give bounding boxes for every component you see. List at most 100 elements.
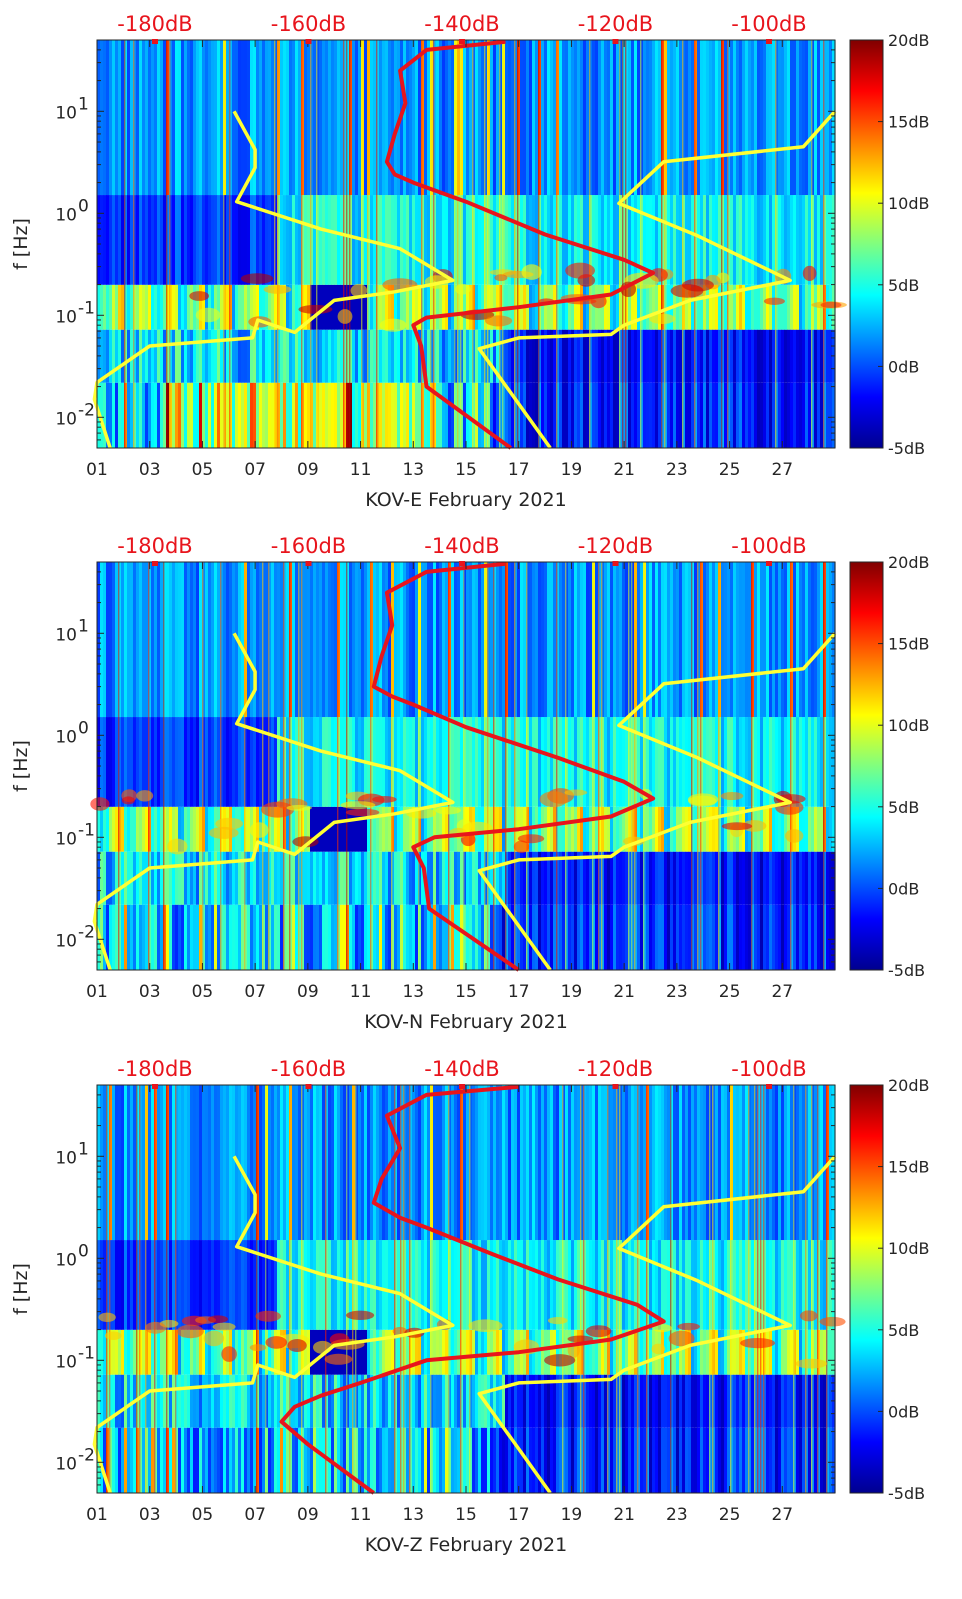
spectrogram-cell [427,1329,431,1375]
spectrogram-cell [730,1374,734,1428]
spectrogram-cell [214,40,218,196]
spectrogram-cell [808,195,812,285]
spectrogram-cell [376,329,380,383]
transient-streak [460,40,462,448]
transient-streak [625,40,627,448]
spectrogram-cell [373,40,377,196]
spectrogram-cell [232,382,236,448]
spectrogram-cell [502,329,506,383]
spectrogram-cell [214,904,218,970]
top-axis-label: -160dB [271,534,346,558]
spectrogram-cell [274,851,278,905]
spectrogram-cell [505,1427,509,1493]
spectrogram-cell [295,40,299,196]
spectrogram-cell [508,195,512,285]
spectrogram-cell [151,562,155,718]
spectrogram-cell [631,904,635,970]
spectrogram-cell [820,562,824,718]
spectrogram-cell [394,806,398,852]
spectrogram-cell [391,717,395,807]
spectrogram-cell [787,382,791,448]
spectrogram-cell [457,562,461,718]
spectrogram-cell [220,904,224,970]
spectrogram-cell [166,904,170,970]
spectrogram-cell [676,329,680,383]
spectrogram-cell [640,1240,644,1330]
spectrogram-cell [205,1085,209,1241]
spectrogram-cell [493,806,497,852]
spectrogram-cell [814,1329,818,1375]
spectrogram-cell [742,1085,746,1241]
spectrogram-cell [214,1240,218,1330]
spectrogram-cell [778,851,782,905]
spectrogram-cell [103,1374,107,1428]
spectrogram-cell [652,1240,656,1330]
spectrogram-cell [130,1085,134,1241]
spectrogram-cell [316,195,320,285]
x-tick-label: 19 [561,1505,583,1525]
y-tick-exponent: -2 [78,922,95,942]
x-tick-label: 13 [402,1505,424,1525]
spectrogram-cell [580,195,584,285]
spectrogram-cell [127,1085,131,1241]
spectrogram-cell [646,1085,650,1241]
spectrogram-cell [142,195,146,285]
spectrogram-cell [520,1085,524,1241]
spectrogram-cell [619,904,623,970]
spectrogram-cell [406,1240,410,1330]
spectrogram-cell [607,562,611,718]
spectrogram-cell [400,904,404,970]
spectrogram-cell [310,904,314,970]
spectrogram-cell [739,382,743,448]
spectrogram-cell [340,40,344,196]
spectrogram-cell [481,904,485,970]
spectrogram-cell [736,195,740,285]
transient-streak [619,1085,621,1493]
spectrogram-cell [178,195,182,285]
spectrogram-cell [763,1329,767,1375]
spectrogram-cell [97,195,101,285]
spectrogram-cell [670,195,674,285]
spectrogram-cell [610,195,614,285]
spectrogram-cell [334,1427,338,1493]
spectrogram-cell [661,284,665,330]
spectrogram-cell [418,40,422,196]
transient-streak [556,562,558,970]
spectrogram-cell [445,329,449,383]
spectrogram-cell [529,195,533,285]
spectrogram-cell [319,195,323,285]
spectrogram-cell [520,904,524,970]
spectrogram-cell [283,904,287,970]
spectrogram-cell [685,382,689,448]
spectrogram-cell [208,284,212,330]
spectrogram-cell [331,1085,335,1241]
spectrogram-cell [451,1329,455,1375]
spectrogram-cell [223,1374,227,1428]
spectrogram-cell [268,1427,272,1493]
spectrogram-cell [616,195,620,285]
spectrogram-cell [277,1427,281,1493]
spectrogram-cell [304,40,308,196]
spectrogram-cell [247,1329,251,1375]
spectrogram-cell [529,717,533,807]
spectrogram-cell [610,1374,614,1428]
spectrogram-cell [538,851,542,905]
spectrogram-cell [388,284,392,330]
spectrogram-cell [364,284,368,330]
spectrogram-cell [172,1085,176,1241]
spectrogram-cell [400,806,404,852]
spectrogram-cell [385,329,389,383]
spectrogram-cell [253,562,257,718]
spectrogram-cell [802,284,806,330]
spectrogram-cell [571,40,575,196]
spectrogram-cell [292,1329,296,1375]
spectrogram-cell [244,40,248,196]
spectrogram-cell [316,1427,320,1493]
transient-streak [265,1085,267,1493]
spectrogram-cell [682,562,686,718]
spectrogram-cell [532,382,536,448]
spectrogram-cell [562,284,566,330]
spectrogram-cell [655,382,659,448]
spectrogram-cell [619,195,623,285]
transient-streak [514,40,516,448]
